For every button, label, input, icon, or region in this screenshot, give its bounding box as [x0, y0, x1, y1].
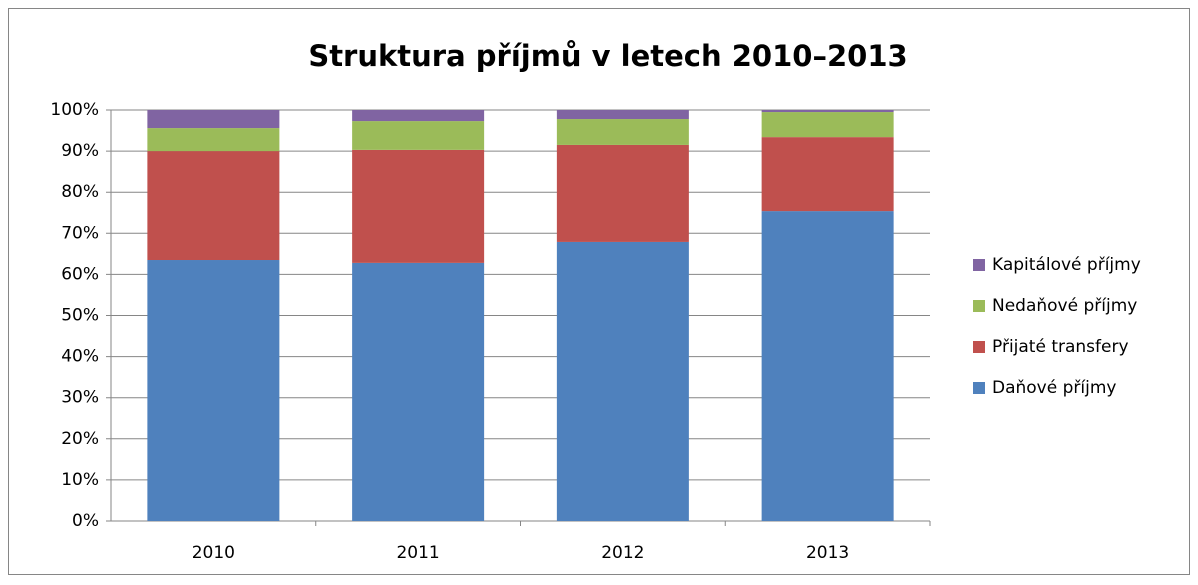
bar-segment	[147, 110, 280, 129]
bar-segment	[352, 110, 485, 122]
legend-swatch	[973, 259, 985, 271]
legend-swatch	[973, 341, 985, 353]
x-tick-label: 2013	[806, 543, 849, 563]
bar-segment	[761, 137, 894, 212]
y-tick-label: 70%	[61, 223, 99, 243]
y-tick-label: 90%	[61, 141, 99, 161]
x-tick-label: 2012	[601, 543, 644, 563]
bar-segment	[147, 151, 280, 261]
bar-segment	[761, 112, 894, 138]
y-tick-label: 100%	[50, 100, 99, 120]
bar-segment	[761, 110, 894, 113]
bar-segment	[556, 241, 689, 521]
y-tick-label: 50%	[61, 306, 99, 326]
x-tick-label: 2010	[192, 543, 235, 563]
y-tick-label: 0%	[72, 511, 99, 531]
y-tick-label: 40%	[61, 347, 99, 367]
bar-segment	[352, 149, 485, 263]
legend-label: Kapitálové příjmy	[992, 255, 1141, 275]
y-tick-label: 30%	[61, 388, 99, 408]
legend-swatch	[973, 300, 985, 312]
bar-segment	[556, 144, 689, 242]
bar-segment	[352, 121, 485, 150]
bar-segment	[761, 211, 894, 521]
bar-segment	[147, 260, 280, 521]
chart-title: Struktura příjmů v letech 2010–2013	[308, 39, 907, 73]
legend-label: Přijaté transfery	[992, 337, 1129, 357]
y-tick-label: 80%	[61, 182, 99, 202]
legend-swatch	[973, 382, 985, 394]
bar-segment	[556, 119, 689, 145]
y-tick-label: 10%	[61, 470, 99, 490]
legend-label: Nedaňové příjmy	[992, 296, 1137, 316]
bar-segment	[556, 110, 689, 120]
bar-segment	[352, 262, 485, 521]
y-tick-label: 60%	[61, 264, 99, 284]
y-tick-label: 20%	[61, 429, 99, 449]
legend-label: Daňové příjmy	[992, 378, 1116, 398]
bar-segment	[147, 128, 280, 152]
x-tick-label: 2011	[396, 543, 439, 563]
